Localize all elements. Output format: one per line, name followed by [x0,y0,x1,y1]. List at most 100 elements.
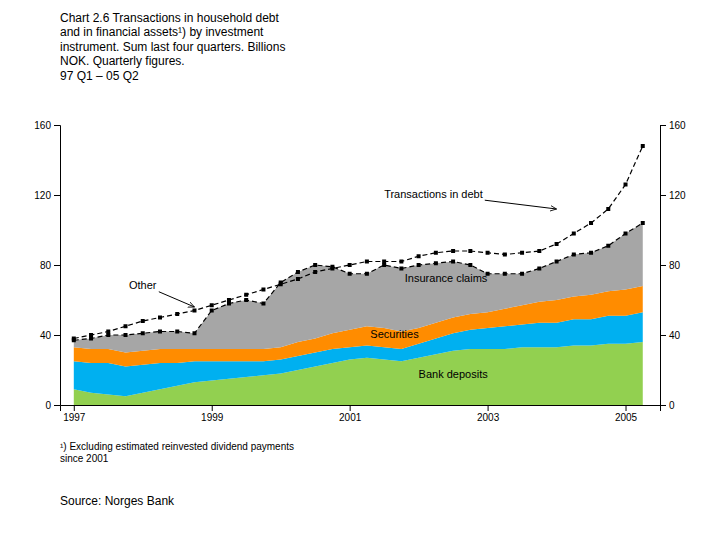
marker [589,251,593,255]
tick: 0 [660,400,675,411]
marker [589,221,593,225]
tick: 2001 [339,405,362,423]
axis-line [61,406,661,412]
axis: 1997 1999 2001 2003 2005 [61,405,661,423]
tick: 1997 [63,405,86,423]
marker [296,270,300,274]
marker [606,207,610,211]
marker [210,309,214,313]
axis: 0 40 80 120 160 [660,120,686,411]
marker [175,312,179,316]
marker [468,263,472,267]
marker [624,183,628,187]
tick: 160 [34,120,60,131]
marker [537,267,541,271]
marker [382,263,386,267]
marker [313,263,317,267]
marker [227,298,231,302]
tick-mark [212,405,213,411]
tick-mark [54,125,60,126]
annotation: Bank deposits [419,368,489,380]
tick-label: 40 [669,330,681,341]
marker [72,337,76,341]
tick: 80 [660,260,681,271]
marker [192,309,196,313]
tick-label: 80 [40,260,52,271]
marker [399,267,403,271]
tick-mark [660,335,666,336]
marker [141,319,145,323]
tick: 80 [40,260,60,271]
annotations: Transactions in debt Other Insurance claim… [129,188,557,380]
marker [399,260,403,264]
tick: 2005 [615,405,638,423]
tick-mark [660,125,666,126]
marker [572,253,576,257]
line [74,223,643,340]
axis: 04080120160 [34,120,60,411]
marker [210,303,214,307]
marker [244,293,248,297]
tick-mark [488,405,489,411]
marker [261,288,265,292]
marker [106,333,110,337]
footnote: ¹) Excluding estimated reinvested divide… [60,441,294,464]
marker [641,221,645,225]
tick-mark [350,405,351,411]
marker [296,277,300,281]
tick-label: 2003 [477,412,500,423]
marker [417,254,421,258]
marker [503,253,507,257]
tick: 1999 [201,405,224,423]
marker [606,244,610,248]
annotation-arrow [485,200,557,209]
marker [451,260,455,264]
tick-label: 120 [34,190,51,201]
marker [451,249,455,253]
tick-label: 160 [34,120,51,131]
marker [434,251,438,255]
tick: 40 [40,330,60,341]
marker [313,270,317,274]
marker [365,272,369,276]
area [74,223,643,353]
tick-label: 1999 [201,412,224,423]
chart: Chart 2.6 Transactions in household debt… [0,0,720,540]
marker [141,331,145,335]
marker [624,232,628,236]
axis-line [661,126,667,406]
source: Source: Norges Bank [60,494,175,508]
marker [158,316,162,320]
annotation: Insurance claims [405,272,488,284]
marker [124,324,128,328]
tick: 2003 [477,405,500,423]
marker [520,251,524,255]
tick-mark [54,335,60,336]
marker [641,144,645,148]
plot-area [72,144,645,405]
marker [158,330,162,334]
tick: 120 [34,190,60,201]
marker [175,330,179,334]
marker [106,330,110,334]
tick-label: 80 [669,260,681,271]
marker [382,260,386,264]
annotation: Other [129,279,157,291]
marker [124,333,128,337]
marker [89,333,93,337]
axis-line [54,126,61,406]
tick-mark [54,265,60,266]
tick-label: 2005 [615,412,638,423]
marker [348,272,352,276]
tick-mark [54,405,60,406]
tick-mark [660,195,666,196]
annotation: Securities [370,328,419,340]
tick-label: 160 [669,120,686,131]
tick-label: 40 [40,330,52,341]
marker [520,272,524,276]
marker [434,261,438,265]
tick-label: 120 [669,190,686,201]
annotation: Transactions in debt [384,188,483,200]
marker [348,263,352,267]
title: Chart 2.6 Transactions in household debt… [60,11,285,83]
